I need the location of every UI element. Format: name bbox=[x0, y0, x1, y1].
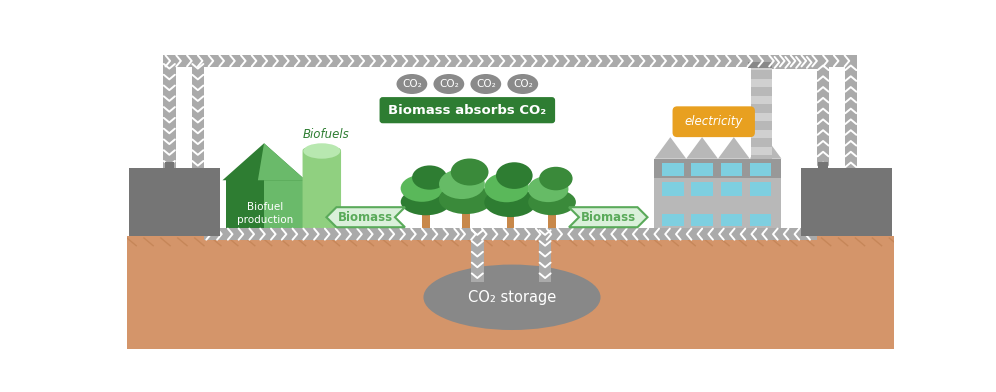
Bar bbox=[654, 159, 782, 236]
Bar bbox=[721, 214, 742, 227]
Bar bbox=[751, 130, 772, 138]
Polygon shape bbox=[258, 143, 306, 180]
Ellipse shape bbox=[439, 184, 493, 214]
Ellipse shape bbox=[400, 175, 443, 202]
Text: CO₂: CO₂ bbox=[439, 79, 459, 89]
Bar bbox=[548, 212, 556, 236]
Bar bbox=[721, 182, 742, 196]
Bar bbox=[751, 147, 772, 155]
Bar bbox=[751, 62, 772, 70]
Bar bbox=[654, 159, 782, 178]
Ellipse shape bbox=[423, 265, 601, 330]
Text: CO₂: CO₂ bbox=[402, 79, 421, 89]
Text: CO₂
separation
and
compression: CO₂ separation and compression bbox=[811, 176, 881, 228]
Text: CO₂
collection
and
compression: CO₂ collection and compression bbox=[139, 176, 210, 228]
Bar bbox=[191, 61, 204, 234]
Bar bbox=[539, 232, 551, 282]
Ellipse shape bbox=[470, 74, 501, 94]
Text: Biomass absorbs CO₂: Biomass absorbs CO₂ bbox=[388, 103, 547, 117]
Text: Biofuel
production: Biofuel production bbox=[237, 202, 294, 225]
Polygon shape bbox=[327, 207, 405, 227]
Bar bbox=[127, 236, 894, 349]
Text: CO₂: CO₂ bbox=[513, 79, 533, 89]
Bar bbox=[751, 58, 772, 159]
Polygon shape bbox=[222, 143, 306, 180]
Bar bbox=[751, 80, 772, 87]
Ellipse shape bbox=[400, 188, 451, 215]
Text: Biomass: Biomass bbox=[338, 211, 393, 224]
Bar bbox=[751, 96, 772, 104]
FancyBboxPatch shape bbox=[672, 106, 755, 137]
FancyBboxPatch shape bbox=[129, 168, 220, 236]
Ellipse shape bbox=[439, 169, 485, 199]
Bar bbox=[163, 61, 175, 234]
Bar bbox=[458, 228, 565, 240]
Polygon shape bbox=[654, 137, 782, 159]
Bar bbox=[507, 214, 514, 236]
Bar bbox=[748, 62, 775, 68]
Bar bbox=[662, 163, 683, 176]
Bar bbox=[750, 182, 772, 196]
Text: CO₂ storage: CO₂ storage bbox=[468, 290, 556, 305]
Polygon shape bbox=[569, 207, 647, 227]
Ellipse shape bbox=[451, 158, 488, 185]
Bar bbox=[691, 214, 713, 227]
Bar bbox=[751, 113, 772, 121]
Ellipse shape bbox=[433, 74, 464, 94]
Bar bbox=[164, 162, 174, 168]
Bar bbox=[204, 228, 458, 240]
Text: Biofuels: Biofuels bbox=[303, 127, 350, 141]
Ellipse shape bbox=[484, 172, 529, 202]
Bar bbox=[662, 214, 683, 227]
Bar bbox=[772, 56, 817, 69]
FancyBboxPatch shape bbox=[303, 148, 341, 239]
Bar bbox=[691, 182, 713, 196]
Bar bbox=[422, 212, 429, 236]
Bar bbox=[337, 207, 348, 214]
Bar bbox=[163, 55, 857, 67]
Ellipse shape bbox=[539, 167, 573, 191]
Bar bbox=[721, 163, 742, 176]
Bar bbox=[817, 61, 830, 234]
Bar bbox=[662, 182, 683, 196]
Bar bbox=[565, 228, 817, 240]
Text: CO₂: CO₂ bbox=[476, 79, 496, 89]
FancyBboxPatch shape bbox=[379, 97, 555, 123]
Bar bbox=[471, 232, 483, 282]
Ellipse shape bbox=[304, 143, 341, 159]
Bar bbox=[819, 162, 828, 168]
Bar bbox=[750, 163, 772, 176]
FancyBboxPatch shape bbox=[801, 168, 891, 236]
Ellipse shape bbox=[528, 189, 576, 215]
Bar bbox=[845, 61, 857, 234]
Bar bbox=[691, 163, 713, 176]
Text: electricity: electricity bbox=[684, 115, 743, 128]
Ellipse shape bbox=[507, 74, 538, 94]
Ellipse shape bbox=[412, 165, 447, 190]
Ellipse shape bbox=[496, 162, 533, 189]
Ellipse shape bbox=[528, 176, 569, 202]
Bar bbox=[225, 180, 264, 236]
Bar bbox=[750, 214, 772, 227]
Bar bbox=[225, 180, 303, 236]
Ellipse shape bbox=[484, 187, 537, 217]
Ellipse shape bbox=[396, 74, 427, 94]
Bar bbox=[462, 211, 470, 236]
Text: Biomass: Biomass bbox=[581, 211, 635, 224]
